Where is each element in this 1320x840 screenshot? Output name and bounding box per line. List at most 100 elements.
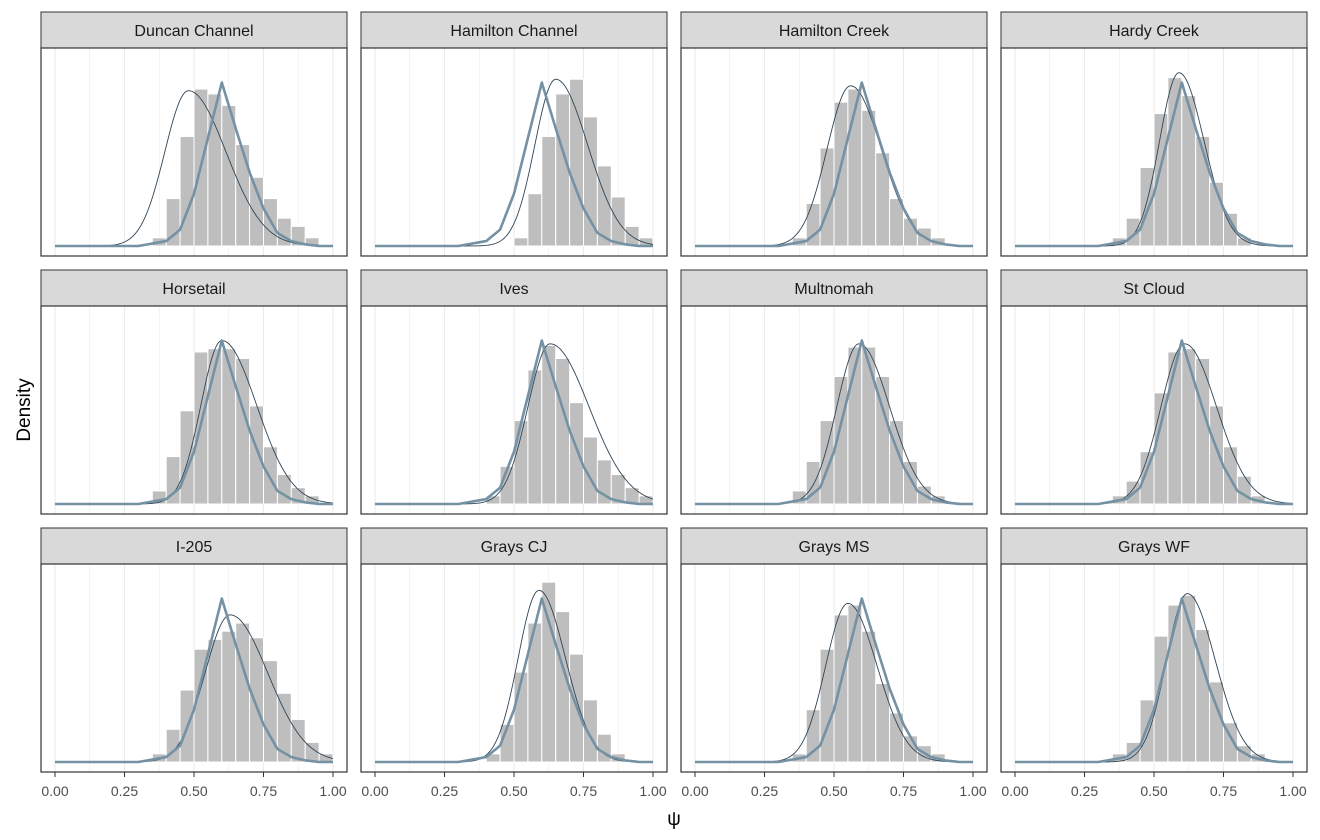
histogram-bar [875,683,891,763]
x-tick-label: 0.75 [1210,783,1237,799]
x-tick-label: 0.75 [570,783,597,799]
facet-title: Grays WF [1118,539,1190,556]
reference-curve [55,339,333,506]
facet-title: Duncan Channel [134,23,253,40]
histogram-bar [1236,475,1252,505]
facet-title: St Cloud [1123,281,1184,298]
histogram-bar [861,346,877,505]
x-tick-label: 1.00 [959,783,986,799]
panel-border [360,305,668,515]
histogram-bar [207,93,223,247]
x-tick-label: 0.00 [1001,783,1028,799]
histogram-bar [207,638,223,763]
x-tick-label: 0.00 [681,783,708,799]
facet-title: Hamilton Creek [779,23,890,40]
panel-border [40,47,348,257]
histogram-bar [513,237,529,247]
panel-border [1000,305,1308,515]
x-tick-label: 1.00 [319,783,346,799]
facet-title: Multnomah [794,281,873,298]
histogram-bar [1223,212,1238,247]
histogram-bar [861,109,877,247]
histogram-bar [596,733,612,763]
facet-strip [1000,527,1308,565]
reference-curve [695,81,973,248]
x-tick-label: 1.00 [639,783,666,799]
x-axis-title: ψ [667,809,681,830]
facet-panel: Grays MS 0.00 0.25 0.50 0.75 1.00 [680,527,988,799]
facet-panels: Duncan Channel Hamilton Channel Hamilton C… [40,11,1308,799]
facet-title: Hardy Creek [1109,23,1200,40]
panel-border [40,305,348,515]
x-tick-label: 0.00 [361,783,388,799]
facet-panel: Hardy Creek [1000,11,1308,257]
facet-panel: Hamilton Creek [680,11,988,257]
histogram-bar [1181,348,1197,505]
panel-border [360,47,668,257]
facet-panel: Duncan Channel [40,11,348,257]
facet-strip [680,527,988,565]
x-tick-label: 0.50 [1140,783,1167,799]
facet-title: Grays MS [798,539,869,556]
histogram-bar [833,101,849,247]
facet-title: Horsetail [162,281,225,298]
facet-panel: Grays CJ 0.00 0.25 0.50 0.75 1.00 [360,527,668,799]
facet-strip [40,269,348,307]
histogram-bar [221,104,237,247]
histogram-bar [527,193,543,247]
facet-strip [680,269,988,307]
facet-panel: St Cloud [1000,269,1308,515]
panel-border [680,47,988,257]
x-tick-label: 0.50 [820,783,847,799]
histogram-bar [221,630,237,763]
x-tick-label: 0.25 [751,783,778,799]
x-tick-label: 0.25 [431,783,458,799]
histogram-bar [249,405,265,505]
facet-panel: Multnomah [680,269,988,515]
histogram-bar [179,135,195,247]
facet-strip [360,527,668,565]
facet-panel: Hamilton Channel [360,11,668,257]
reference-curve [375,339,653,506]
histogram-bar [833,614,849,763]
histogram-bar [569,402,584,505]
x-tick-label: 0.75 [250,783,277,799]
histogram-bar [249,637,265,763]
facet-panel: Grays WF 0.00 0.25 0.50 0.75 1.00 [1000,527,1308,799]
reference-curve [1015,339,1293,506]
reference-curve [375,597,653,764]
facet-title: I-205 [176,539,213,556]
facet-strip [1000,11,1308,49]
reference-curve [375,81,653,248]
x-tick-label: 1.00 [1279,783,1306,799]
histogram-bar [541,135,557,247]
histogram-bar [290,718,306,763]
histogram-bar [583,699,598,763]
x-tick-label: 0.75 [890,783,917,799]
x-tick-label: 0.50 [180,783,207,799]
x-tick-label: 0.50 [500,783,527,799]
histogram-bar [235,622,251,763]
facet-title: Hamilton Channel [450,23,577,40]
x-tick-label: 0.25 [111,783,138,799]
facet-panel: I-205 0.00 0.25 0.50 0.75 1.00 [40,527,348,799]
histogram-bar [235,144,251,247]
facet-strip [680,11,988,49]
histogram-bar [221,348,237,505]
reference-curve [695,597,973,764]
facet-title: Ives [499,281,528,298]
reference-curve [55,81,333,248]
histogram-bar [569,78,584,247]
histogram-bar [861,630,877,763]
facet-panel: Ives [360,269,668,515]
facet-strip [40,11,348,49]
histogram-bar [819,648,835,763]
histogram-bar [1167,351,1183,505]
y-axis-title: Density [14,378,35,442]
panel-border [1000,47,1308,257]
reference-curve [1015,81,1293,248]
histogram-bar [513,420,529,505]
histogram-bar [1167,77,1183,247]
x-tick-label: 0.25 [1071,783,1098,799]
